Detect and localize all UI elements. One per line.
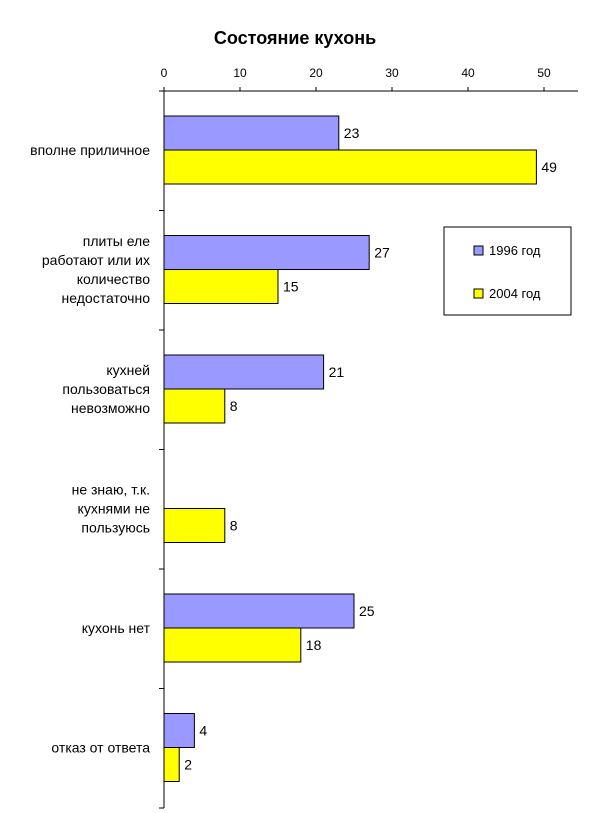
bars-layer bbox=[163, 115, 537, 782]
legend-label-1996: 1996 год bbox=[489, 243, 541, 258]
legend-swatch-2004 bbox=[473, 288, 484, 299]
category-label-3: не знаю, т.к. кухнями не пользуюсь bbox=[72, 482, 151, 536]
bar-2004-2 bbox=[163, 388, 226, 424]
legend-box bbox=[443, 226, 572, 316]
chart-title: Состояние кухонь bbox=[214, 28, 376, 48]
category-label-2: кухней пользоваться невозможно bbox=[62, 362, 150, 416]
x-tick-label: 50 bbox=[537, 66, 551, 80]
category-label-0: вполне приличное bbox=[30, 142, 150, 158]
x-tick-label: 0 bbox=[161, 66, 168, 80]
value-label: 8 bbox=[230, 518, 238, 534]
value-label: 21 bbox=[329, 364, 345, 380]
x-tick-label: 10 bbox=[233, 66, 247, 80]
bar-1996-5 bbox=[163, 713, 195, 748]
bar-2004-1 bbox=[163, 269, 279, 304]
legend-swatch-1996 bbox=[473, 245, 484, 256]
value-label: 15 bbox=[283, 279, 299, 295]
labels-layer: 23 49 вполне приличное 27 15 плиты еле работаю… bbox=[30, 125, 557, 773]
legend: 1996 год 2004 год bbox=[443, 226, 572, 316]
category-label-line: работают или их bbox=[42, 252, 150, 268]
category-label-line: вполне приличное bbox=[30, 142, 150, 158]
value-label: 23 bbox=[344, 125, 360, 141]
bar-1996-2 bbox=[163, 354, 325, 390]
category-label-line: не знаю, т.к. bbox=[72, 482, 150, 498]
category-label-5: отказ от ответа bbox=[51, 740, 150, 756]
category-label-line: плиты еле bbox=[83, 233, 150, 249]
category-label-line: кухней bbox=[106, 362, 150, 378]
value-label: 2 bbox=[184, 757, 192, 773]
category-label-line: количество bbox=[77, 271, 151, 287]
x-tick-label: 20 bbox=[309, 66, 323, 80]
legend-label-2004: 2004 год bbox=[489, 286, 541, 301]
value-label: 25 bbox=[359, 603, 375, 619]
category-label-1: плиты еле работают или их количество недост… bbox=[42, 233, 150, 306]
category-label-line: кухонь нет bbox=[82, 620, 151, 636]
value-label: 4 bbox=[199, 723, 207, 739]
category-label-line: недостаточно bbox=[62, 290, 151, 306]
bar-1996-1 bbox=[163, 235, 370, 270]
bar-2004-0 bbox=[163, 149, 537, 185]
bar-1996-4 bbox=[163, 593, 355, 629]
category-label-line: пользуюсь bbox=[81, 520, 150, 536]
category-label-line: пользоваться bbox=[62, 381, 150, 397]
value-label: 18 bbox=[306, 637, 322, 653]
x-tick-label: 40 bbox=[461, 66, 475, 80]
category-label-line: невозможно bbox=[71, 400, 150, 416]
category-label-line: отказ от ответа bbox=[51, 740, 150, 756]
bar-2004-5 bbox=[163, 747, 180, 782]
axis-layer: 0 10 20 30 40 50 bbox=[159, 66, 578, 809]
bar-2004-3 bbox=[163, 508, 226, 543]
category-label-4: кухонь нет bbox=[82, 620, 151, 636]
value-label: 8 bbox=[230, 398, 238, 414]
value-label: 49 bbox=[541, 159, 557, 175]
bar-1996-0 bbox=[163, 115, 340, 151]
bar-2004-4 bbox=[163, 627, 302, 663]
value-label: 27 bbox=[374, 245, 390, 261]
x-tick-label: 30 bbox=[385, 66, 399, 80]
category-label-line: кухнями не bbox=[78, 501, 151, 517]
